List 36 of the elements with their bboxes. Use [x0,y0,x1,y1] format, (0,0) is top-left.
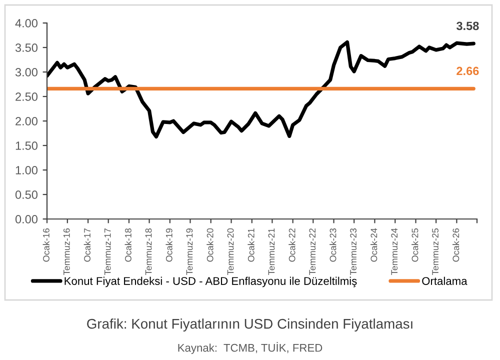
x-tick-label: Ocak-16 [42,228,50,262]
y-tick-label: 0.50 [15,190,38,199]
y-tick-label: 0.00 [15,215,38,224]
y-tick-label: 4.00 [15,19,38,28]
legend-label: Ortalama [422,276,468,285]
x-tick-label: Temmuz-19 [186,228,193,275]
x-tick-label: Temmuz-21 [268,228,275,275]
x-tick-label: Ocak-20 [206,228,214,262]
y-tick-label: 3.00 [15,68,38,76]
annotation: 2.66 [456,66,479,76]
x-tick-label: Ocak-24 [370,228,378,262]
x-tick-label: Temmuz-18 [145,228,152,275]
x-tick-label: Ocak-17 [84,228,90,262]
x-tick-label: Temmuz-17 [104,228,111,275]
x-tick-label: Temmuz-20 [227,228,234,275]
x-tick-label: Temmuz-25 [432,228,438,275]
text: Kaynak: TCMB, TUİK, FRED [178,342,322,354]
text: Grafik: Konut Fiyatlarının USD Cinsinden Fiyatlaması [87,318,412,332]
x-tick-label: Ocak-23 [330,228,336,262]
x-tick-label: Temmuz-23 [350,228,356,275]
y-tick-label: 2.50 [16,92,38,101]
x-tick-label: Ocak-25 [412,228,418,262]
x-tick-label: Ocak-26 [452,228,460,262]
legend-label: Konut Fiyat Endeksi - USD - ABD Enflasyonu ile Düzeltilmiş [64,276,357,288]
x-tick-label: Ocak-22 [288,228,296,262]
annotation: 3.58 [456,22,479,30]
y-tick-label: 3.50 [15,44,38,52]
x-tick-label: Ocak-18 [124,228,132,262]
y-tick-label: 1.50 [16,142,38,150]
x-tick-label: Temmuz-16 [63,228,70,275]
x-tick-label: Ocak-21 [248,228,254,262]
x-tick-label: Temmuz-24 [391,228,398,275]
y-tick-label: 1.00 [16,166,38,174]
x-tick-label: Temmuz-22 [309,228,316,275]
y-tick-label: 2.00 [16,117,38,126]
x-tick-label: Ocak-19 [166,228,172,262]
